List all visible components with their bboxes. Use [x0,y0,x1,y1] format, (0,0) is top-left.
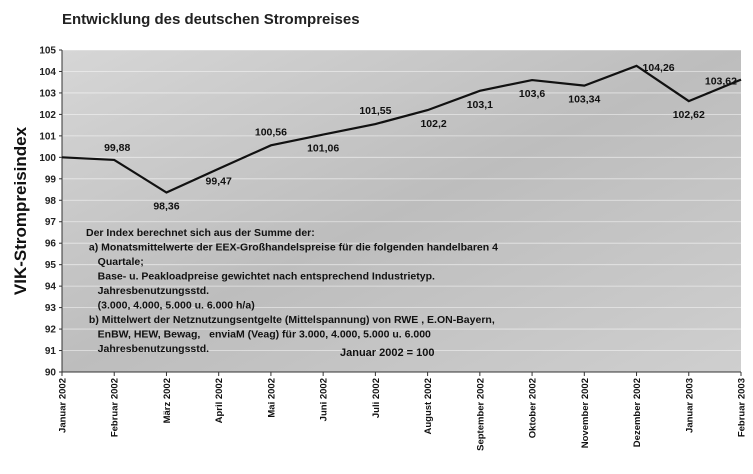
x-tick-label: Oktober 2002 [528,378,539,438]
x-tick-label: Januar 2002 [58,378,69,433]
annotation-line: Jahresbenutzungsstd. [86,285,209,297]
value-label: 100,56 [255,126,287,138]
y-tick-label: 93 [45,303,57,314]
base-note: Januar 2002 = 100 [340,347,435,359]
y-tick-label: 95 [45,260,57,271]
x-tick-label: Februar 2003 [737,378,748,437]
y-tick-label: 105 [39,46,56,57]
x-tick-label: Juni 2002 [319,378,330,421]
plot-area [62,50,741,372]
x-tick-label: August 2002 [423,378,434,435]
annotation-line: EnBW, HEW, Bewag, enviaM (Veag) für 3.00… [86,329,431,341]
value-label: 103,62 [705,76,737,88]
y-tick-label: 99 [45,174,57,185]
y-tick-label: 102 [39,110,56,121]
y-tick-label: 90 [45,368,57,379]
value-label: 103,6 [519,88,545,100]
x-tick-label: Mai 2002 [266,378,277,418]
chart-title: Entwicklung des deutschen Strompreises [62,11,360,28]
y-tick-label: 91 [45,346,57,357]
y-tick-label: 104 [39,67,56,78]
x-tick-label: Dezember 2002 [632,378,643,447]
value-label: 98,36 [153,201,179,213]
y-tick-label: 103 [39,88,56,99]
value-label: 99,47 [206,176,232,188]
annotation-line: a) Monatsmittelwerte der EEX-Großhandels… [86,242,498,254]
x-tick-label: Januar 2003 [684,378,695,433]
x-tick-label: September 2002 [475,378,486,451]
value-label: 103,1 [467,99,493,111]
x-tick-label: Februar 2002 [110,378,121,437]
value-label: 103,34 [568,94,600,106]
annotation-line: Jahresbenutzungsstd. [86,343,209,355]
value-label: 102,2 [420,118,446,130]
y-tick-label: 98 [45,196,57,207]
annotation-line: (3.000, 4.000, 5.000 u. 6.000 h/a) [86,300,255,312]
x-tick-label: April 2002 [214,378,225,423]
y-tick-label: 92 [45,325,57,336]
y-tick-label: 100 [39,153,56,164]
value-label: 101,06 [307,143,339,155]
annotation-line: Quartale; [86,256,144,268]
value-label: 99,88 [104,142,130,154]
y-tick-label: 101 [39,131,56,142]
x-tick-label: März 2002 [162,378,173,423]
y-tick-label: 97 [45,217,57,228]
value-label: 104,26 [643,62,675,74]
value-label: 102,62 [673,109,705,121]
x-tick-label: November 2002 [580,378,591,448]
annotation-line: b) Mittelwert der Netznutzungsentgelte (… [86,314,495,326]
y-tick-label: 94 [45,282,57,293]
series-line [61,64,742,194]
annotation-line: Der Index berechnet sich aus der Summe d… [86,227,315,239]
y-axis-label: VIK-Strompreisindex [11,126,30,295]
x-tick-label: Juli 2002 [371,378,382,418]
value-label: 101,55 [359,105,391,117]
annotation-line: Base- u. Peakloadpreise gewichtet nach e… [86,271,435,283]
y-tick-label: 96 [45,239,57,250]
